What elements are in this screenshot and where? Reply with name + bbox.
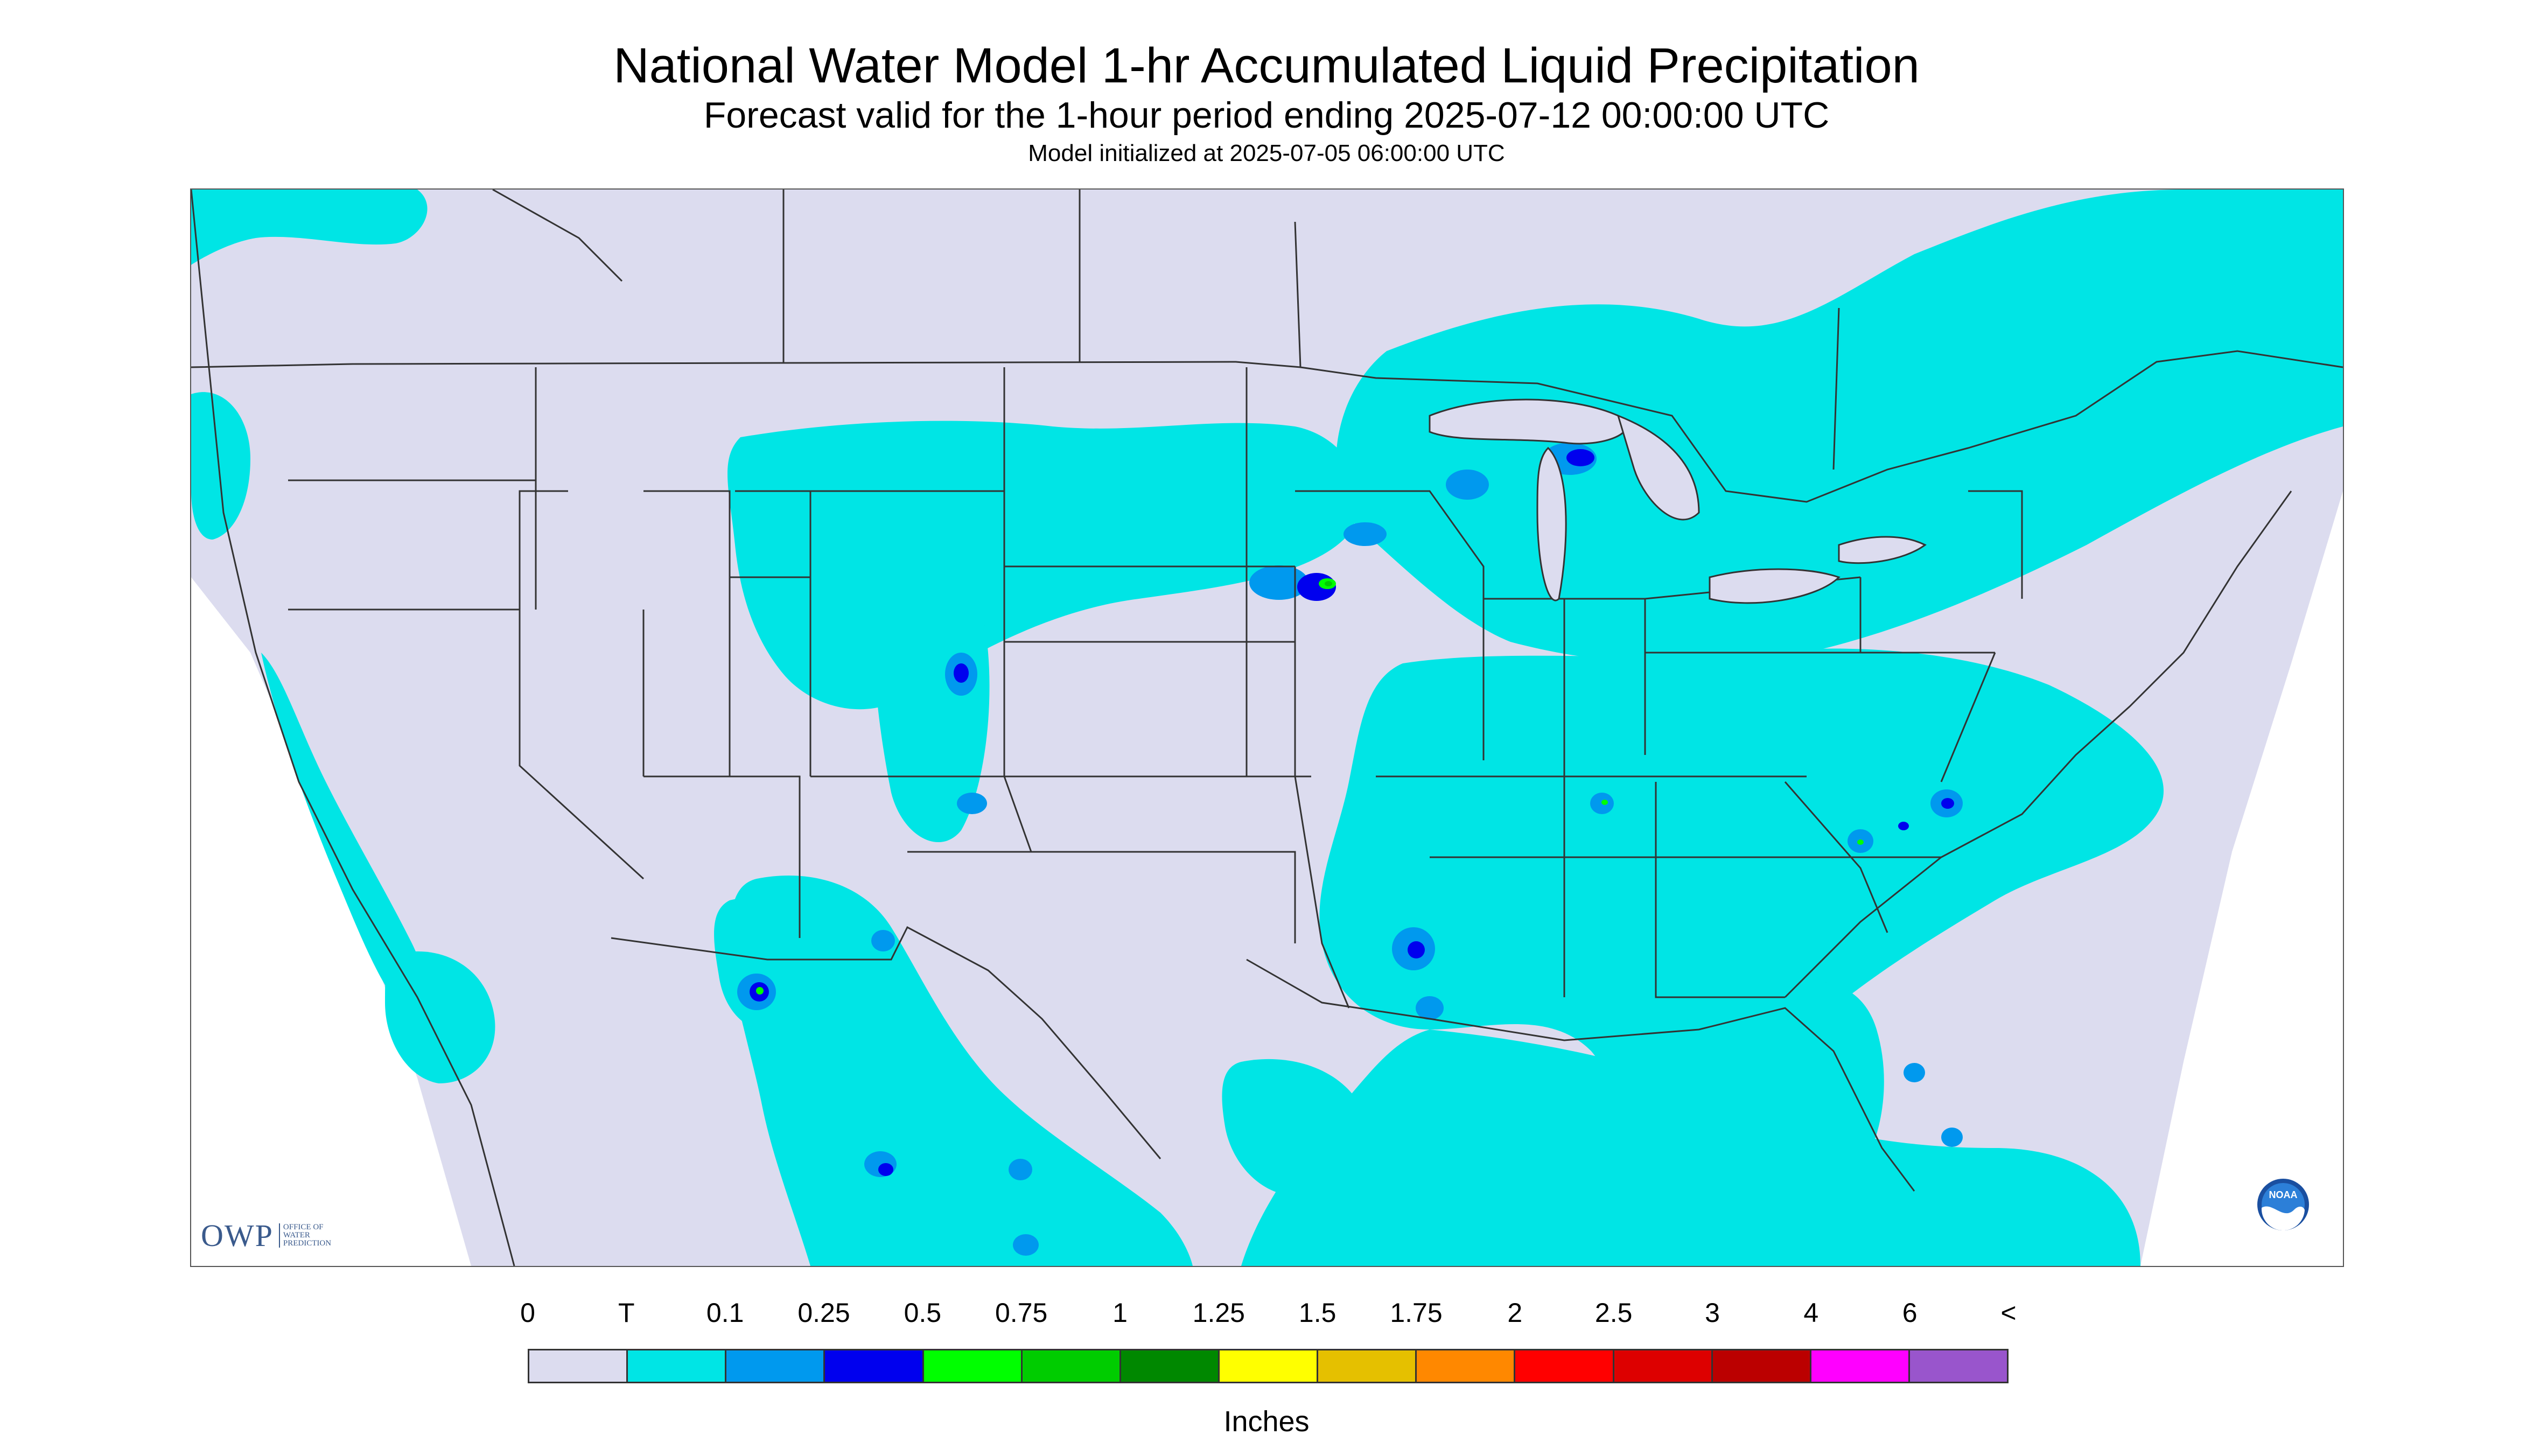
precipitation-map: OWP OFFICE OF WATER PREDICTION NOAA xyxy=(190,188,2344,1267)
legend-label: 1.25 xyxy=(1192,1298,1245,1328)
legend-swatch xyxy=(825,1350,924,1382)
legend-swatch xyxy=(1219,1350,1319,1382)
legend-swatch xyxy=(1909,1350,2007,1382)
legend-label: T xyxy=(618,1298,635,1328)
legend-swatch xyxy=(1811,1350,1910,1382)
legend-label: 4 xyxy=(1803,1298,1819,1328)
legend-label: 0.5 xyxy=(904,1298,942,1328)
legend-label: 1.5 xyxy=(1298,1298,1337,1328)
owp-logo-mark: OWP xyxy=(201,1218,274,1253)
legend-label: 2 xyxy=(1507,1298,1523,1328)
legend-swatch xyxy=(529,1350,628,1382)
political-boundaries xyxy=(191,190,2343,1266)
legend-label: 2.5 xyxy=(1594,1298,1633,1328)
forecast-valid-subtitle: Forecast valid for the 1-hour period end… xyxy=(703,95,1830,136)
moderate-precip-spots xyxy=(750,449,1954,1176)
trace-precip-areas xyxy=(191,190,2343,1266)
legend-swatch xyxy=(1121,1350,1220,1382)
legend-label: 0 xyxy=(520,1298,535,1328)
legend-label: 1 xyxy=(1112,1298,1128,1328)
legend-swatch xyxy=(1318,1350,1417,1382)
legend-label: 1.75 xyxy=(1390,1298,1443,1328)
noaa-logo: NOAA xyxy=(2257,1179,2309,1231)
owp-logo-text: OFFICE OF WATER PREDICTION xyxy=(278,1223,359,1248)
legend-swatch xyxy=(1614,1350,1713,1382)
legend-swatch xyxy=(726,1350,825,1382)
legend-swatch xyxy=(1417,1350,1516,1382)
legend-swatch xyxy=(628,1350,727,1382)
legend-label: < xyxy=(2000,1298,2017,1328)
map-title: National Water Model 1-hr Accumulated Li… xyxy=(613,38,1920,93)
legend-swatch xyxy=(1022,1350,1121,1382)
legend-units: Inches xyxy=(1223,1405,1310,1438)
noaa-logo-text: NOAA xyxy=(2269,1189,2298,1200)
legend-label: 3 xyxy=(1705,1298,1720,1328)
legend-colorbar xyxy=(528,1349,2009,1383)
legend-label: 0.25 xyxy=(797,1298,850,1328)
legend-label: 0.75 xyxy=(995,1298,1048,1328)
map-canvas: OWP OFFICE OF WATER PREDICTION NOAA xyxy=(191,190,2343,1266)
legend-label: 0.1 xyxy=(706,1298,744,1328)
legend-swatch xyxy=(923,1350,1023,1382)
legend-swatch xyxy=(1515,1350,1614,1382)
owp-logo: OWP OFFICE OF WATER PREDICTION xyxy=(201,1217,359,1254)
legend-label: 6 xyxy=(1902,1298,1918,1328)
model-init-time: Model initialized at 2025-07-05 06:00:00… xyxy=(1028,140,1505,166)
legend-swatch xyxy=(1712,1350,1811,1382)
legend-labels: 0 T 0.1 0.25 0.5 0.75 1 1.25 1.5 1.75 2 2.5 3 4 6 < xyxy=(506,1297,2017,1334)
great-lakes xyxy=(1429,398,1927,604)
heavier-precip-spots xyxy=(1325,581,1332,586)
